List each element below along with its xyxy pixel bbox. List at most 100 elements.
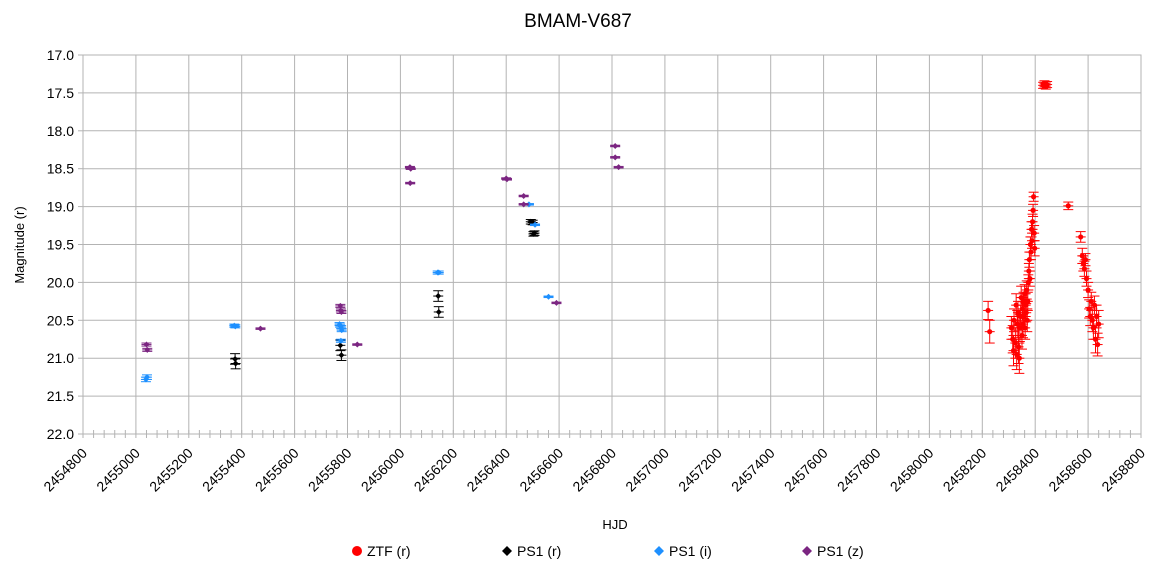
data-point: [337, 337, 344, 344]
data-point: [1085, 287, 1091, 293]
data-point: [532, 221, 539, 228]
chart-title: BMAM-V687: [524, 11, 632, 32]
x-tick-label: 2457000: [622, 445, 672, 495]
y-tick-label: 19.0: [47, 199, 74, 215]
legend-marker: [352, 546, 362, 556]
data-point: [1095, 341, 1101, 348]
x-tick-label: 2458400: [992, 445, 1042, 495]
data-point: [143, 341, 150, 348]
x-tick-label: 2455200: [146, 445, 196, 495]
y-tick-label: 18.0: [47, 123, 74, 139]
data-point: [1032, 245, 1038, 251]
data-point: [1088, 298, 1094, 304]
data-point: [987, 329, 993, 335]
data-point: [612, 154, 619, 161]
data-point: [1093, 313, 1100, 320]
x-tick-label: 2458600: [1045, 445, 1095, 495]
x-axis-title: HJD: [602, 517, 627, 532]
series-ps1-z: [141, 142, 624, 353]
y-tick-label: 22.0: [47, 426, 74, 442]
data-point: [354, 341, 361, 348]
data-point: [520, 192, 527, 199]
x-tick-label: 2457400: [728, 445, 778, 495]
data-point: [1096, 321, 1102, 327]
x-tick-label: 2456000: [358, 445, 408, 495]
data-point: [1089, 317, 1095, 323]
data-point: [612, 142, 619, 149]
y-axis-title: Magnitude (r): [12, 206, 27, 283]
x-tick-label: 2455800: [305, 445, 355, 495]
x-tick-label: 2456800: [569, 445, 619, 495]
x-tick-label: 2457200: [675, 445, 725, 495]
x-tick-label: 2458000: [887, 445, 937, 495]
x-tick-label: 2456600: [516, 445, 566, 495]
data-point: [337, 302, 344, 309]
legend-marker: [654, 546, 664, 556]
data-point: [1031, 194, 1037, 200]
data-point: [407, 180, 414, 187]
data-point: [525, 201, 532, 208]
data-point: [338, 352, 345, 359]
grid: [82, 54, 1142, 435]
y-tick-label: 21.5: [47, 388, 74, 404]
data-point: [1016, 355, 1022, 361]
data-point: [1010, 348, 1017, 354]
legend: ZTF (r) PS1 (r) PS1 (i) PS1 (z): [352, 543, 864, 559]
series-ps1-i: [140, 201, 554, 383]
legend-label: ZTF (r): [367, 543, 411, 559]
data-point: [1082, 257, 1089, 263]
x-tick-label: 2457800: [834, 445, 884, 495]
x-tick-label: 2456200: [411, 445, 461, 495]
data-point: [1044, 81, 1050, 88]
data-point: [545, 293, 552, 300]
data-point: [1022, 325, 1028, 331]
data-point: [1024, 317, 1030, 323]
legend-label: PS1 (z): [817, 543, 864, 559]
data-point: [1029, 219, 1036, 225]
series-ztf-r: [983, 80, 1104, 374]
data-point: [144, 346, 151, 353]
legend-marker: [502, 546, 512, 556]
data-point: [1030, 207, 1036, 213]
data-point: [1015, 344, 1022, 350]
x-tick-label: 2455000: [93, 445, 143, 495]
data-point: [1014, 351, 1020, 358]
legend-label: PS1 (i): [669, 543, 712, 559]
data-point: [1078, 234, 1084, 240]
legend-marker: [802, 546, 812, 556]
data-point: [435, 269, 442, 276]
data-point: [1011, 317, 1017, 323]
data-point: [1083, 276, 1090, 282]
x-tick-label: 2457600: [781, 445, 831, 495]
x-tick-label: 2455600: [252, 445, 302, 495]
y-tick-label: 21.0: [47, 350, 74, 366]
legend-label: PS1 (r): [517, 543, 561, 559]
y-tick-label: 17.0: [47, 47, 74, 63]
data-point: [1028, 249, 1034, 255]
data-point: [407, 165, 414, 172]
data-point: [257, 325, 264, 332]
x-tick-label: 2458200: [940, 445, 990, 495]
data-point: [1027, 276, 1033, 282]
data-point: [232, 360, 239, 367]
data-point: [1081, 266, 1087, 272]
data-point: [338, 327, 345, 334]
y-tick-label: 19.5: [47, 237, 74, 253]
y-tick-label: 18.5: [47, 161, 74, 177]
data-point: [435, 308, 442, 315]
y-tick-label: 20.0: [47, 274, 74, 290]
data-point: [435, 293, 442, 300]
data-point: [338, 308, 345, 315]
data-point: [1025, 298, 1031, 304]
x-axis: 2454800 2455000 2455200 2455400 2455600 24558…: [40, 430, 1148, 495]
data-point: [1031, 230, 1037, 236]
data-point: [144, 374, 151, 381]
y-tick-label: 17.5: [47, 85, 74, 101]
data-point: [615, 164, 622, 171]
y-tick-label: 20.5: [47, 312, 74, 328]
data-point: [503, 176, 510, 183]
x-tick-label: 2455400: [199, 445, 249, 495]
data-point: [553, 299, 560, 306]
y-axis: 17.0 17.5 18.0 18.5 19.0 19.5 20.0 20.5 21.0 21.5…: [47, 47, 83, 442]
